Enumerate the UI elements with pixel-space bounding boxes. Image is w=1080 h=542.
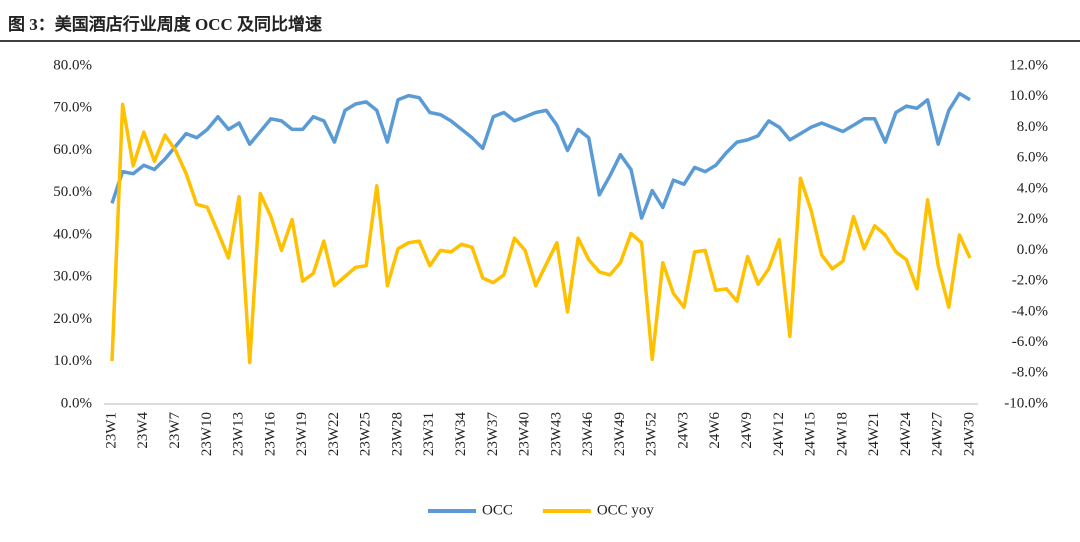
y2-tick-label: -8.0% (1012, 365, 1048, 381)
y-tick-label: 40.0% (53, 226, 92, 242)
y2-tick-label: 0.0% (1017, 242, 1048, 258)
y2-tick-label: 6.0% (1017, 150, 1048, 166)
x-tick-label: 23W37 (485, 412, 501, 457)
x-tick-label: 23W1 (103, 412, 119, 449)
x-tick-label: 23W10 (199, 412, 215, 456)
legend-label: OCC (482, 502, 513, 518)
y2-tick-label: -10.0% (1004, 395, 1048, 411)
x-tick-label: 23W25 (358, 412, 374, 456)
y-tick-label: 20.0% (53, 311, 92, 327)
y2-tick-label: -2.0% (1012, 273, 1048, 289)
x-tick-label: 24W27 (930, 412, 946, 457)
x-tick-label: 23W31 (421, 412, 437, 456)
x-tick-label: 24W9 (739, 412, 755, 449)
x-tick-label: 23W43 (548, 412, 564, 456)
y2-tick-label: -4.0% (1012, 303, 1048, 319)
x-tick-label: 23W34 (453, 412, 469, 457)
y-tick-label: 0.0% (61, 395, 92, 411)
x-tick-label: 24W30 (961, 412, 977, 456)
x-tick-label: 23W7 (167, 412, 183, 449)
x-tick-label: 23W49 (612, 412, 628, 456)
x-tick-label: 23W28 (389, 412, 405, 456)
y2-tick-label: 2.0% (1017, 211, 1048, 227)
y-tick-label: 30.0% (53, 269, 92, 285)
line-series (110, 91, 971, 220)
legend-label: OCC yoy (597, 502, 655, 518)
x-tick-label: 23W13 (231, 412, 247, 456)
y-tick-label: 80.0% (53, 57, 92, 73)
y2-tick-label: -6.0% (1012, 334, 1048, 350)
x-tick-label: 23W19 (294, 412, 310, 456)
y2-tick-label: 10.0% (1009, 88, 1048, 104)
x-tick-label: 24W6 (707, 412, 723, 449)
x-tick-label: 24W3 (675, 412, 691, 449)
x-tick-label: 23W40 (517, 412, 533, 456)
x-tick-label: 23W4 (135, 412, 151, 449)
y-tick-label: 10.0% (53, 353, 92, 369)
y2-tick-label: 8.0% (1017, 119, 1048, 135)
y2-tick-label: 12.0% (1009, 57, 1048, 73)
x-tick-label: 23W46 (580, 412, 596, 457)
x-tick-label: 24W12 (771, 412, 787, 456)
x-tick-label: 24W15 (803, 412, 819, 456)
y-tick-label: 60.0% (53, 142, 92, 158)
x-tick-label: 23W22 (326, 412, 342, 456)
line-series (110, 102, 972, 365)
x-tick-label: 23W16 (262, 412, 278, 457)
y-tick-label: 70.0% (53, 100, 92, 116)
x-tick-label: 24W18 (834, 412, 850, 456)
x-tick-label: 24W24 (898, 412, 914, 457)
y-tick-label: 50.0% (53, 184, 92, 200)
x-tick-label: 24W21 (866, 412, 882, 456)
y2-tick-label: 4.0% (1017, 180, 1048, 196)
chart-title: 图 3：美国酒店行业周度 OCC 及同比增速 (8, 14, 322, 34)
x-tick-label: 23W52 (644, 412, 660, 456)
